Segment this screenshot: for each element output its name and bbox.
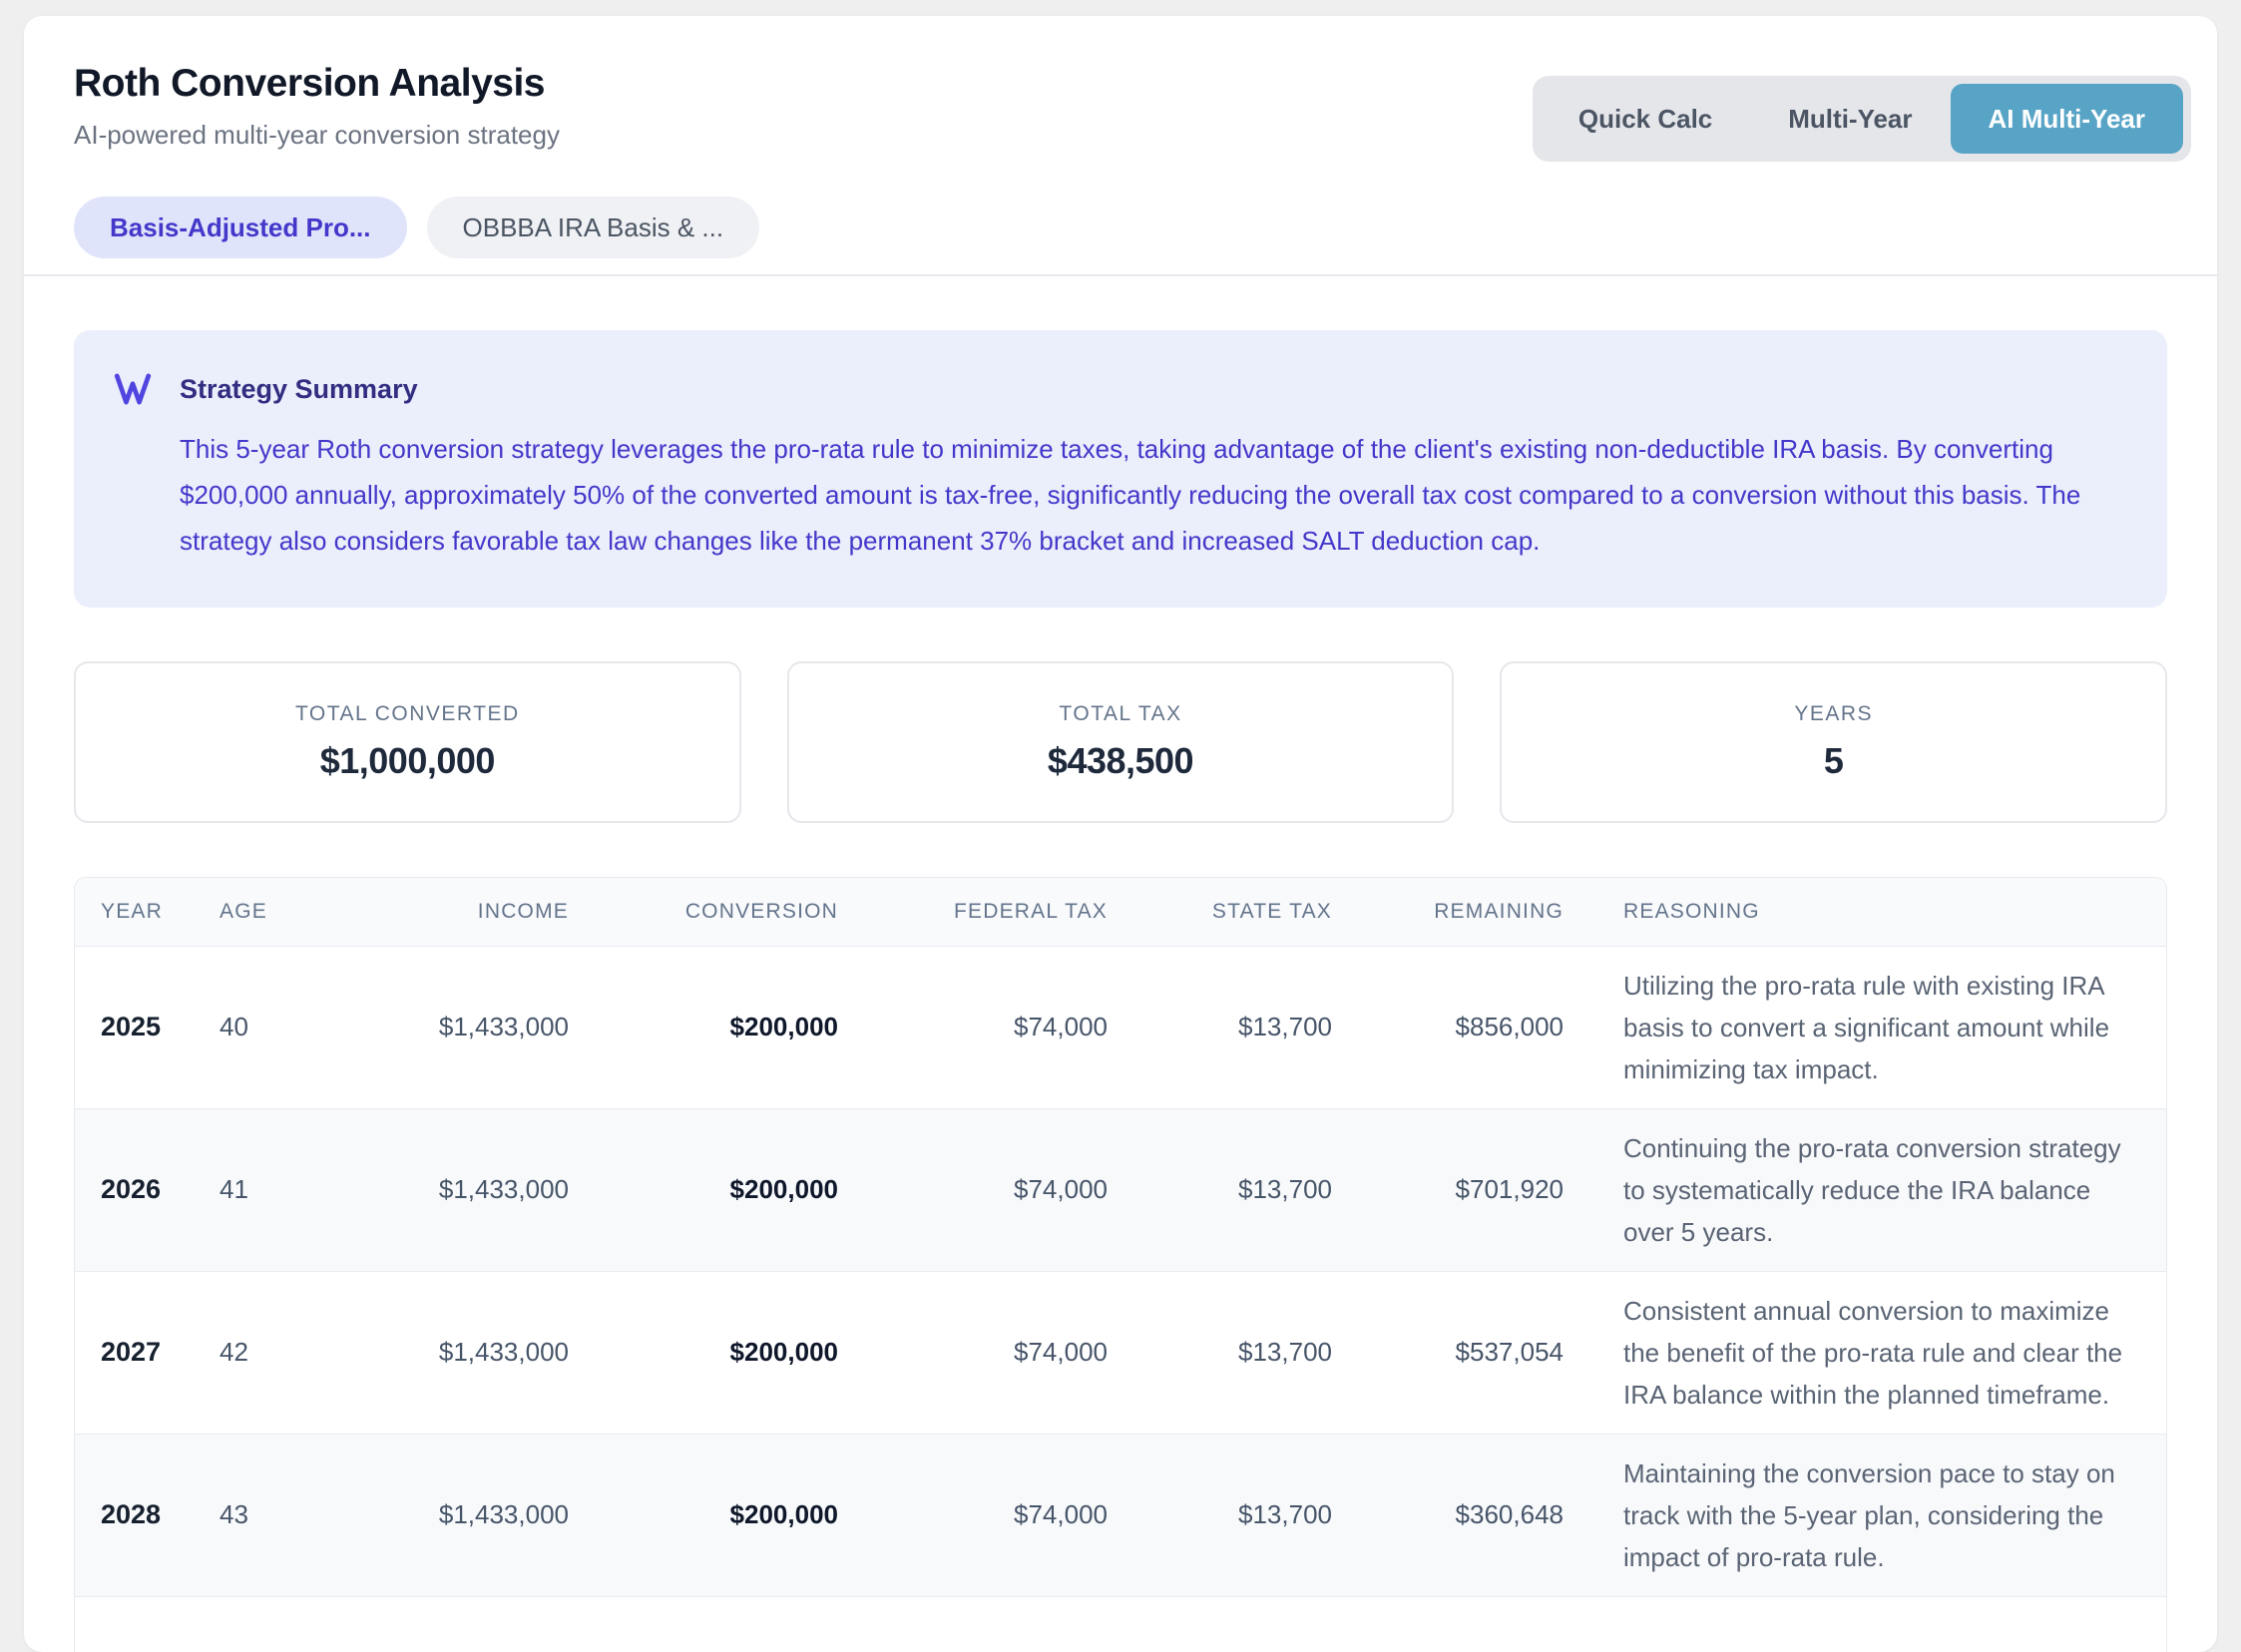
cell-year: 2025 — [75, 946, 210, 1109]
cell-reasoning: Continuing the pro-rata conversion strat… — [1573, 1108, 2166, 1272]
cell-remaining: $856,000 — [1342, 946, 1573, 1109]
cell-federal-tax: $74,000 — [848, 946, 1118, 1109]
table-row-2028: 2028 43 $1,433,000 $200,000 $74,000 $13,… — [75, 1434, 2166, 1597]
cell-income: $1,433,000 — [329, 1108, 579, 1272]
cell-income: $1,433,000 — [329, 1271, 579, 1435]
strategy-summary-title: Strategy Summary — [180, 373, 418, 404]
logo-w-icon — [114, 373, 152, 405]
table-header-row: YEAR AGE INCOME CONVERSION FEDERAL TAX S… — [75, 878, 2166, 947]
page-title: Roth Conversion Analysis — [74, 62, 545, 105]
strategy-summary-header: Strategy Summary — [112, 368, 2127, 410]
column-header-remaining: REMAINING — [1342, 878, 1573, 947]
cell-remaining: $360,648 — [1342, 1434, 1573, 1597]
cell-age: 43 — [210, 1434, 329, 1597]
cell-year: 2027 — [75, 1271, 210, 1435]
stat-card-total-converted: TOTAL CONVERTED $1,000,000 — [74, 661, 741, 823]
column-header-federal-tax: FEDERAL TAX — [848, 878, 1118, 947]
cell-federal-tax: $74,000 — [848, 1271, 1118, 1435]
column-header-conversion: CONVERSION — [579, 878, 848, 947]
stat-label: TOTAL TAX — [1059, 702, 1182, 725]
cell-year: 2026 — [75, 1108, 210, 1272]
chip-basis-adjusted-pro[interactable]: Basis-Adjusted Pro... — [74, 197, 407, 258]
cell-age: 42 — [210, 1271, 329, 1435]
cell-federal-tax: $74,000 — [848, 1434, 1118, 1597]
stats-row: TOTAL CONVERTED $1,000,000 TOTAL TAX $43… — [74, 661, 2168, 823]
stat-label: YEARS — [1794, 702, 1874, 725]
tab-multi-year[interactable]: Multi-Year — [1788, 103, 1913, 134]
table-row-2026: 2026 41 $1,433,000 $200,000 $74,000 $13,… — [75, 1108, 2166, 1272]
stat-value: 5 — [1823, 740, 1844, 781]
cell-state-tax: $13,700 — [1118, 1434, 1342, 1597]
cell-reasoning: Utilizing the pro-rata rule with existin… — [1573, 946, 2166, 1109]
cell-remaining: $701,920 — [1342, 1108, 1573, 1272]
cell-income: $1,433,000 — [329, 1434, 579, 1597]
panel-header: Roth Conversion Analysis AI-powered mult… — [24, 16, 2217, 276]
chip-obbba-ira-basis[interactable]: OBBBA IRA Basis & ... — [426, 197, 760, 258]
stat-label: TOTAL CONVERTED — [294, 702, 520, 725]
tab-ai-multi-year[interactable]: AI Multi-Year — [1950, 84, 2183, 154]
cell-conversion: $200,000 — [579, 1434, 848, 1597]
cell-reasoning: Consistent annual conversion to maximize… — [1573, 1271, 2166, 1435]
cell-federal-tax: $74,000 — [848, 1108, 1118, 1272]
cell-age: 40 — [210, 946, 329, 1109]
cell-reasoning: Maintaining the conversion pace to stay … — [1573, 1434, 2166, 1597]
stat-card-total-tax: TOTAL TAX $438,500 — [786, 661, 1455, 823]
panel-content: Strategy Summary This 5-year Roth conver… — [24, 276, 2217, 1652]
strategy-summary-box: Strategy Summary This 5-year Roth conver… — [74, 330, 2167, 608]
cell-remaining: $537,054 — [1342, 1271, 1573, 1435]
stat-value: $1,000,000 — [319, 740, 496, 781]
column-header-income: INCOME — [329, 878, 579, 947]
cell-conversion: $200,000 — [579, 1108, 848, 1272]
column-header-age: AGE — [210, 878, 329, 947]
stat-value: $438,500 — [1047, 740, 1194, 781]
stat-card-years: YEARS 5 — [1500, 661, 2168, 823]
roth-conversion-panel: Roth Conversion Analysis AI-powered mult… — [24, 16, 2217, 1652]
table-row-2027: 2027 42 $1,433,000 $200,000 $74,000 $13,… — [75, 1271, 2166, 1435]
cell-state-tax: $13,700 — [1118, 1108, 1342, 1272]
column-header-reasoning: REASONING — [1573, 878, 2166, 947]
cell-state-tax: $13,700 — [1118, 946, 1342, 1109]
strategy-summary-text: This 5-year Roth conversion strategy lev… — [180, 434, 2081, 556]
cell-income: $1,433,000 — [329, 946, 579, 1109]
calc-mode-tab-group: Quick Calc Multi-Year AI Multi-Year — [1532, 76, 2191, 162]
cell-conversion: $200,000 — [579, 1271, 848, 1435]
page-subtitle: AI-powered multi-year conversion strateg… — [74, 120, 560, 150]
column-header-year: YEAR — [75, 878, 210, 947]
conversion-schedule-table: YEAR AGE INCOME CONVERSION FEDERAL TAX S… — [74, 877, 2167, 1652]
cell-conversion: $200,000 — [579, 946, 848, 1109]
table-row-partial — [75, 1596, 2166, 1652]
strategy-chip-row: Basis-Adjusted Pro... OBBBA IRA Basis & … — [74, 197, 2167, 258]
column-header-state-tax: STATE TAX — [1118, 878, 1342, 947]
cell-state-tax: $13,700 — [1118, 1271, 1342, 1435]
cell-age: 41 — [210, 1108, 329, 1272]
table-row-2025: 2025 40 $1,433,000 $200,000 $74,000 $13,… — [75, 946, 2166, 1109]
tab-quick-calc[interactable]: Quick Calc — [1577, 103, 1713, 134]
cell-year: 2028 — [75, 1434, 210, 1597]
